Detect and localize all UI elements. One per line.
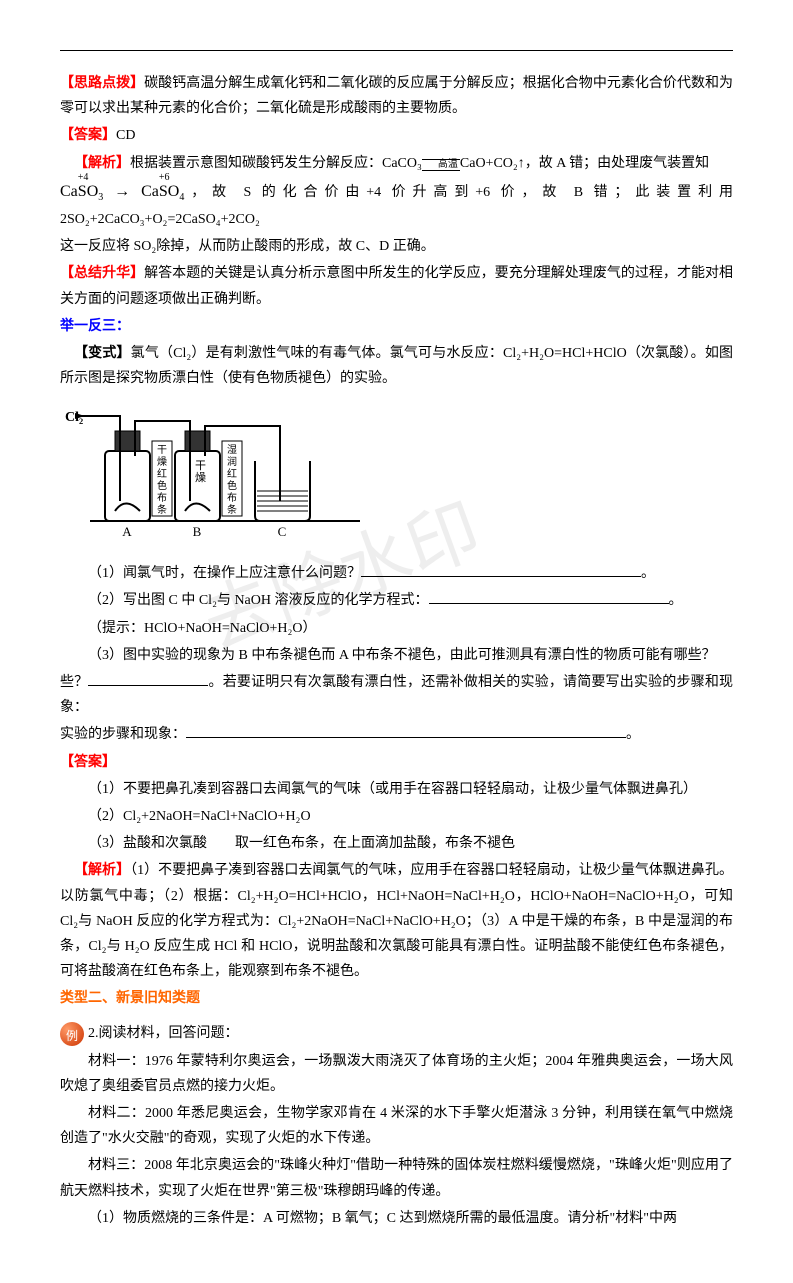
question2-hint: （提示：HClO+NaOH=NaClO+H₂O） [60, 616, 733, 641]
q3-text3: 。 [626, 727, 640, 742]
example2-num: 2. [88, 1026, 99, 1041]
example2-header: 2.阅读材料，回答问题： [60, 1021, 733, 1046]
svg-text:红: 红 [227, 467, 237, 480]
svg-text:色: 色 [227, 479, 237, 492]
q2-text: （2）写出图 C 中 Cl₂与 NaOH 溶液反应的化学方程式： [88, 593, 429, 608]
svg-text:布: 布 [227, 492, 237, 504]
document-content: 【思路点拨】碳酸钙高温分解生成氧化钙和二氧化碳的反应属于分解反应；根据化合物中元… [60, 50, 733, 1231]
silupodiao-para: 【思路点拨】碳酸钙高温分解生成氧化钙和二氧化碳的反应属于分解反应；根据化合物中元… [60, 71, 733, 121]
svg-text:燥: 燥 [157, 456, 167, 468]
jiexi1-para2: Ca+4SO3 → Ca+6SO4，故 S 的化合价由+4 价升高到+6 价，故… [60, 178, 733, 232]
question3-line2: 些？。若要证明只有次氯酸有漂白性，还需补做相关的实验，请简要写出实验的步骤和现象… [60, 670, 733, 720]
svg-text:A: A [122, 524, 132, 539]
svg-text:B: B [193, 524, 202, 539]
answer1-para: 【答案】CD [60, 123, 733, 148]
q1-text: （1）闻氯气时，在操作上应注意什么问题？ [88, 566, 361, 581]
q3-underline1 [88, 685, 208, 686]
material1: 材料一：1976 年蒙特利尔奥运会，一场飘泼大雨浇灭了体育场的主火炬；2004 … [60, 1049, 733, 1099]
q3-underline2 [186, 737, 626, 738]
material3: 材料三：2008 年北京奥运会的"珠峰火种灯"借助一种特殊的固体炭柱燃料缓慢燃烧… [60, 1153, 733, 1203]
example2-title: 阅读材料，回答问题： [99, 1026, 239, 1041]
jiexi2-text: （1）不要把鼻子凑到容器口去闻氯气的气味，应用手在容器口轻轻扇动，让极少量气体飘… [60, 863, 733, 979]
svg-text:干: 干 [195, 460, 206, 472]
svg-text:色: 色 [157, 479, 167, 492]
silupodiao-text: 碳酸钙高温分解生成氧化钙和二氧化碳的反应属于分解反应；根据化合物中元素化合价代数… [60, 76, 733, 116]
svg-text:布: 布 [157, 492, 167, 504]
jiexi1-part2: CaO+CO₂↑，故 A 错；由处理废气装置知 [460, 156, 709, 171]
experiment-diagram: Cl₂ 干 燥 干 燥 A B C 干 燥 [60, 401, 733, 551]
answer2-a3: （3）盐酸和次氯酸 取一红色布条，在上面滴加盐酸，布条不褪色 [60, 831, 733, 856]
jiexi2-label: 【解析】 [74, 863, 130, 878]
material2: 材料二：2000 年悉尼奥运会，生物学家邓肯在 4 米深的水下手擎火炬潜泳 3 … [60, 1101, 733, 1151]
svg-text:条: 条 [157, 503, 167, 516]
q3-text2: 。若要证明只有次氯酸有漂白性，还需补做相关的实验，请简要写出实验的步骤和现象： [60, 675, 733, 715]
jiexi1-part1: 根据装置示意图知碳酸钙发生分解反应：CaCO₃ [130, 156, 422, 171]
zongjie-text: 解答本题的关键是认真分析示意图中所发生的化学反应，要充分理解处理废气的过程，才能… [60, 266, 733, 306]
answer2-label: 【答案】 [60, 750, 733, 775]
svg-text:条: 条 [227, 503, 237, 516]
jiexi2-para: 【解析】（1）不要把鼻子凑到容器口去闻氯气的气味，应用手在容器口轻轻扇动，让极少… [60, 858, 733, 984]
answer1-text: CD [116, 128, 135, 143]
question3: （3）图中实验的现象为 B 中布条褪色而 A 中布条不褪色，由此可推测具有漂白性… [60, 643, 733, 668]
question3-line3: 实验的步骤和现象：。 [60, 722, 733, 747]
q1-blank [361, 576, 641, 577]
svg-text:干: 干 [157, 445, 167, 456]
reaction-condition: 高温 [422, 159, 460, 171]
zongjie-para: 【总结升华】解答本题的关键是认真分析示意图中所发生的化学反应，要充分理解处理废气… [60, 261, 733, 311]
answer2-a1: （1）不要把鼻孔凑到容器口去闻氯气的气味（或用手在容器口轻轻扇动，让极少量气体飘… [60, 777, 733, 802]
answer1-label: 【答案】 [60, 128, 116, 143]
top-rule [60, 50, 733, 51]
zongjie-label: 【总结升华】 [60, 266, 144, 281]
svg-text:润: 润 [227, 455, 237, 468]
question2: （2）写出图 C 中 Cl₂与 NaOH 溶液反应的化学方程式：。 [60, 588, 733, 613]
bianshi-para: 【变式】氯气（Cl₂）是有刺激性气味的有毒气体。氯气可与水反应：Cl₂+H₂O=… [60, 341, 733, 391]
type2-label: 类型二、新景旧知类题 [60, 986, 733, 1011]
svg-text:红: 红 [157, 467, 167, 480]
q2-blank [429, 603, 669, 604]
svg-text:燥: 燥 [195, 471, 206, 484]
q3-text1: （3）图中实验的现象为 B 中布条褪色而 A 中布条不褪色，由此可推测具有漂白性… [88, 648, 716, 663]
equation-caso: Ca+4SO3 → Ca+6SO4 [60, 183, 184, 200]
question1: （1）闻氯气时，在操作上应注意什么问题？。 [60, 561, 733, 586]
juyifansan-label: 举一反三： [60, 314, 733, 339]
q3-blank1: 些？ [60, 675, 88, 690]
example2-q1: （1）物质燃烧的三条件是：A 可燃物；B 氧气；C 达到燃烧所需的最低温度。请分… [60, 1206, 733, 1231]
svg-text:C: C [278, 524, 287, 539]
jiexi1-para3: 这一反应将 SO₂除掉，从而防止酸雨的形成，故 C、D 正确。 [60, 234, 733, 259]
bianshi-text: 氯气（Cl₂）是有刺激性气味的有毒气体。氯气可与水反应：Cl₂+H₂O=HCl+… [60, 346, 733, 386]
svg-text:Cl₂: Cl₂ [65, 410, 83, 425]
silupodiao-label: 【思路点拨】 [60, 76, 144, 91]
answer2-a2: （2）Cl₂+2NaOH=NaCl+NaClO+H₂O [60, 804, 733, 829]
bianshi-label: 【变式】 [74, 346, 131, 361]
example-icon [60, 1022, 84, 1046]
svg-text:湿: 湿 [227, 444, 237, 456]
